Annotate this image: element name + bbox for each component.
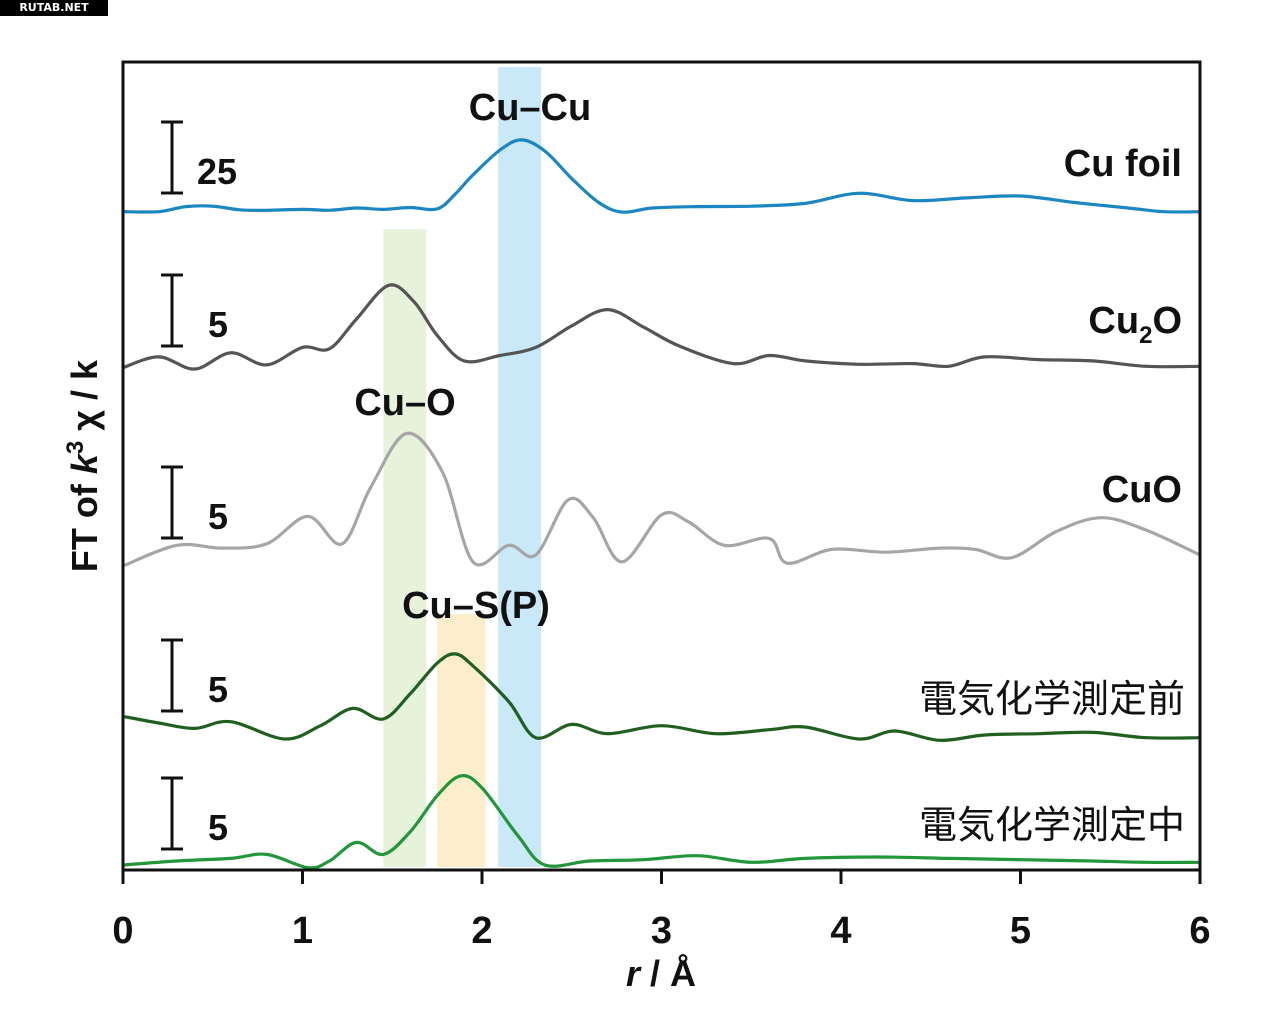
scale-bar-label-0: 25 bbox=[197, 151, 237, 192]
series-label-before-electrochem: 電気化学測定前 bbox=[919, 677, 1185, 721]
x-tick-label-6: 6 bbox=[1189, 910, 1210, 952]
curves bbox=[121, 138, 1202, 870]
series-line-3 bbox=[121, 652, 1202, 742]
series-label-cu2o: Cu2O bbox=[1088, 300, 1182, 349]
scale-bars: 25 5 5 5 5 bbox=[161, 120, 237, 851]
series-line-4 bbox=[121, 774, 1202, 870]
scale-bar-2: 5 bbox=[161, 465, 228, 540]
x-axis-label: r / Å bbox=[626, 953, 696, 994]
highlight-bands bbox=[383, 67, 542, 867]
y-axis-label-prefix: FT of bbox=[64, 474, 105, 572]
x-tick-label-3: 3 bbox=[651, 910, 672, 952]
watermark: RUTAB.NET bbox=[0, 0, 108, 16]
peak-label-cu-s-p: Cu–S(P) bbox=[402, 585, 550, 627]
x-axis-label-unit: / Å bbox=[640, 953, 696, 994]
cu2o-base: Cu bbox=[1088, 300, 1139, 342]
x-tick-label-1: 1 bbox=[292, 910, 313, 952]
scale-bar-0: 25 bbox=[161, 120, 237, 195]
x-tick-label-0: 0 bbox=[112, 910, 133, 952]
y-axis-label-k-superscript: 3 bbox=[62, 441, 89, 454]
scale-bar-label-3: 5 bbox=[208, 669, 228, 710]
band-cu-cu bbox=[498, 67, 542, 867]
peak-label-cu-o: Cu–O bbox=[354, 382, 455, 424]
series-label-cuo: CuO bbox=[1102, 469, 1182, 511]
series-line-2 bbox=[121, 431, 1202, 568]
scale-bar-3: 5 bbox=[161, 638, 228, 713]
x-tick-label-4: 4 bbox=[830, 910, 851, 952]
cu2o-tail: O bbox=[1152, 300, 1182, 342]
y-axis-label: FT of k3 χ / k bbox=[62, 359, 105, 572]
x-axis-ticks: 0 1 2 3 4 5 6 bbox=[112, 870, 1211, 952]
plot-frame bbox=[121, 60, 1202, 872]
band-cu-o bbox=[383, 229, 427, 867]
series-line-1 bbox=[121, 283, 1202, 371]
scale-bar-label-2: 5 bbox=[208, 496, 228, 537]
cu2o-subscript: 2 bbox=[1139, 322, 1152, 349]
y-axis-label-rest: χ / k bbox=[64, 359, 105, 441]
peak-label-cu-cu: Cu–Cu bbox=[469, 87, 591, 129]
scale-bar-label-4: 5 bbox=[208, 807, 228, 848]
y-axis-label-k: k bbox=[64, 452, 105, 474]
series-label-during-electrochem: 電気化学測定中 bbox=[919, 803, 1185, 847]
scale-bar-label-1: 5 bbox=[208, 304, 228, 345]
band-cu-s-p bbox=[437, 614, 486, 867]
x-tick-label-2: 2 bbox=[471, 910, 492, 952]
scale-bar-1: 5 bbox=[161, 273, 228, 348]
x-tick-label-5: 5 bbox=[1010, 910, 1031, 952]
series-label-cu-foil: Cu foil bbox=[1064, 143, 1182, 185]
scale-bar-4: 5 bbox=[161, 776, 228, 851]
x-axis-label-symbol: r bbox=[626, 953, 642, 994]
series-line-0 bbox=[121, 138, 1202, 214]
